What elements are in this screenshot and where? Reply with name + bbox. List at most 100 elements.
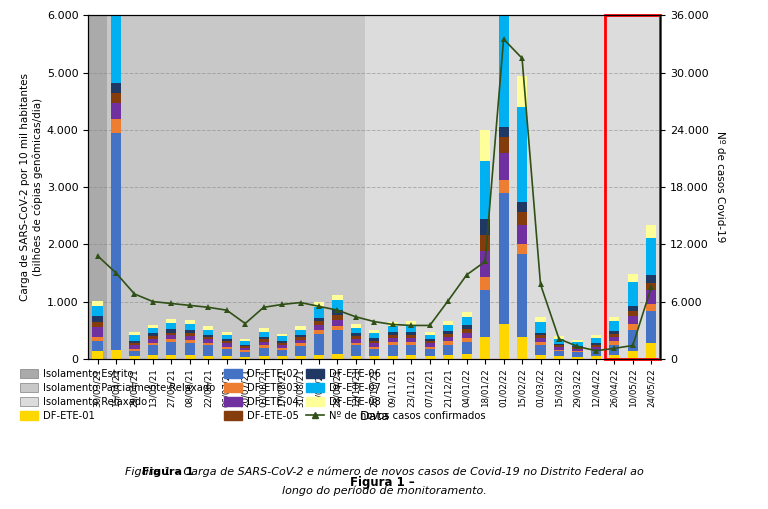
Bar <box>111 350 121 359</box>
Bar <box>425 332 435 335</box>
Bar <box>296 335 306 337</box>
Bar <box>406 338 416 342</box>
Text: longo do período de monitoramento.: longo do período de monitoramento. <box>282 486 486 496</box>
Bar <box>480 290 490 337</box>
Bar <box>88 15 107 359</box>
Bar <box>554 347 564 350</box>
Bar <box>296 346 306 356</box>
Bar <box>498 0 508 127</box>
Bar <box>462 354 472 359</box>
Bar <box>369 341 379 343</box>
Bar <box>627 282 638 306</box>
Bar <box>240 357 250 359</box>
Bar <box>609 355 620 359</box>
Bar <box>92 322 103 327</box>
Bar <box>296 356 306 359</box>
Bar <box>222 342 232 344</box>
Bar <box>627 312 638 317</box>
Bar <box>277 356 287 359</box>
Bar <box>148 345 158 355</box>
Bar <box>646 275 657 282</box>
Bar <box>406 345 416 355</box>
Bar <box>498 137 508 153</box>
Bar <box>185 355 195 359</box>
Bar <box>111 0 121 83</box>
Bar <box>111 103 121 120</box>
Bar <box>591 338 601 343</box>
Bar <box>627 325 638 330</box>
Bar <box>277 341 287 343</box>
Y-axis label: Carga de SARS-CoV-2 por 10 mil habitantes
(bilhões de cópias genômicas/dia): Carga de SARS-CoV-2 por 10 mil habitante… <box>21 73 43 301</box>
Bar <box>351 335 361 339</box>
Bar <box>627 351 638 359</box>
Bar <box>204 343 214 346</box>
Bar <box>425 349 435 356</box>
Bar <box>92 337 103 341</box>
Bar <box>627 274 638 282</box>
Bar <box>443 355 453 359</box>
Bar <box>572 357 582 359</box>
Bar <box>296 337 306 340</box>
Bar <box>277 348 287 350</box>
Bar <box>443 342 453 345</box>
Bar <box>296 340 306 344</box>
Bar <box>572 352 582 357</box>
Bar <box>388 342 398 346</box>
Bar <box>517 212 527 225</box>
Bar <box>369 330 379 333</box>
Bar <box>185 330 195 333</box>
Bar <box>517 337 527 359</box>
Bar <box>107 15 365 359</box>
Bar <box>609 331 620 334</box>
Bar <box>129 342 140 344</box>
Bar <box>591 345 601 347</box>
Bar <box>369 333 379 338</box>
Bar <box>609 334 620 337</box>
Bar <box>462 338 472 342</box>
Bar <box>259 337 269 340</box>
Bar <box>425 340 435 342</box>
Bar <box>92 327 103 337</box>
Bar <box>498 127 508 137</box>
Bar <box>222 347 232 349</box>
Bar <box>167 323 177 329</box>
Bar <box>296 326 306 330</box>
Bar <box>554 351 564 356</box>
Bar <box>148 338 158 343</box>
Bar <box>406 332 416 335</box>
Bar <box>129 344 140 346</box>
Bar <box>277 336 287 341</box>
Bar <box>480 235 490 250</box>
Bar <box>480 161 490 218</box>
Bar <box>222 349 232 356</box>
Bar <box>609 342 620 345</box>
Bar <box>517 76 527 107</box>
Bar <box>111 120 121 133</box>
Bar <box>572 347 582 349</box>
Bar <box>388 322 398 326</box>
Bar <box>591 335 601 338</box>
Bar <box>185 324 195 330</box>
Bar <box>222 344 232 347</box>
Bar <box>148 328 158 333</box>
Bar <box>535 322 545 332</box>
Bar <box>204 346 214 356</box>
Bar <box>554 350 564 351</box>
Bar <box>167 332 177 335</box>
Bar <box>406 342 416 345</box>
Bar <box>351 328 361 333</box>
Bar <box>646 343 657 359</box>
Bar <box>443 325 453 331</box>
Bar <box>406 325 416 332</box>
Bar <box>92 341 103 351</box>
Bar <box>462 342 472 354</box>
Bar <box>462 325 472 329</box>
Bar <box>240 350 250 352</box>
Bar <box>554 345 564 347</box>
Bar <box>369 349 379 356</box>
Bar <box>204 326 214 330</box>
Bar <box>646 303 657 312</box>
Bar <box>204 356 214 359</box>
Bar <box>111 93 121 103</box>
Bar <box>314 318 324 321</box>
